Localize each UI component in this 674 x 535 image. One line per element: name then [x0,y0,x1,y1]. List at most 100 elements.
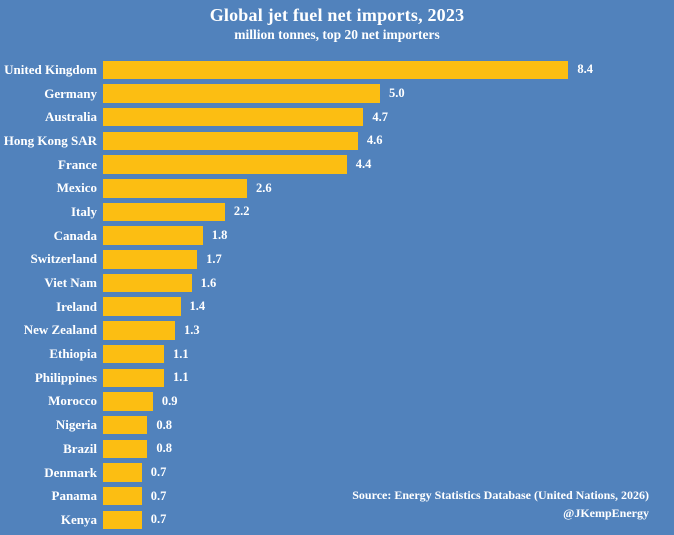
source-note: Source: Energy Statistics Database (Unit… [352,487,649,522]
bar-track: 1.7 [103,250,674,269]
value-label: 1.1 [172,346,189,361]
value-label: 0.8 [156,417,172,432]
bar-track: 0.8 [103,415,674,435]
value-label: 2.2 [233,204,250,219]
category-label: New Zealand [23,322,97,338]
bar-row: France 4.4 [0,153,674,177]
bar-row: Australia 4.7 [0,105,674,129]
value-label: 4.7 [372,109,388,124]
bar-track: 0.7 [103,510,674,530]
bar-track: 2.6 [103,179,674,198]
category-label: Philippines [34,369,97,385]
bar [103,321,176,340]
value-label: 0.7 [150,465,167,480]
category-label: Panama [51,488,98,504]
category-label: Hong Kong SAR [3,132,97,148]
bar [103,297,181,316]
category-label: Morocco [48,393,97,409]
bar-track: 0.7 [103,463,674,482]
category-label: Mexico [56,180,97,196]
bar-track: 1.3 [103,321,674,340]
bar-row: Mexico 2.6 [0,176,674,200]
bar-track: 0.9 [103,392,674,411]
bar [103,250,198,269]
value-label: 1.6 [200,275,217,290]
value-label: 1.7 [206,251,222,266]
bar [103,107,364,127]
bar-row: Italy 2.2 [0,200,674,224]
bar [103,226,203,245]
bar [103,344,164,364]
value-label: 4.4 [355,157,372,172]
bar-row: Viet Nam 1.6 [0,271,674,295]
chart-subtitle: million tonnes, top 20 net importers [234,27,440,42]
category-label: Kenya [60,511,97,527]
bar-row: United Kingdom 8.4 [0,58,674,82]
bar-track: 0.7 [103,486,674,506]
author-handle: @JKempEnergy [563,505,649,520]
category-label: Ireland [56,298,97,314]
bar [103,486,142,506]
category-label: Denmark [44,464,97,480]
bar-track: 8.4 [103,60,674,80]
bar-track: 5.0 [103,84,674,103]
bar-row: Kenya 0.7 [0,508,674,532]
category-label: Canada [53,227,97,243]
bar-track: 1.8 [103,226,674,245]
bar [103,131,358,151]
bar [103,368,164,388]
bar [103,60,569,80]
bar [103,273,192,293]
bar-row: Ethiopia 1.1 [0,342,674,366]
value-label: 1.8 [211,228,228,243]
bar [103,439,148,459]
chart-title: Global jet fuel net imports, 2023 [209,5,465,25]
bar-row: Canada 1.8 [0,224,674,248]
bar-row: Philippines 1.1 [0,366,674,390]
bar-row: Hong Kong SAR 4.6 [0,129,674,153]
bar-track: 1.1 [103,368,674,388]
value-label: 0.9 [161,393,178,408]
value-label: 1.1 [172,370,189,385]
bar-track: 1.4 [103,297,674,316]
source-line: Source: Energy Statistics Database (Unit… [352,488,649,503]
bar-row: Switzerland 1.7 [0,248,674,272]
category-label: United Kingdom [4,61,97,77]
category-label: Germany [44,85,97,101]
category-label: Nigeria [55,417,97,433]
category-label: Australia [45,109,97,125]
bar [103,510,142,530]
category-label: Switzerland [30,251,97,267]
category-label: Brazil [63,440,97,456]
bar-row: New Zealand 1.3 [0,319,674,343]
bar-track: 0.8 [103,439,674,459]
bar-track: 4.6 [103,131,674,151]
bar-row: Morocco 0.9 [0,390,674,414]
bar-track: 2.2 [103,202,674,222]
bar-track: 1.1 [103,344,674,364]
bar-row: Ireland 1.4 [0,295,674,319]
value-label: 1.4 [189,299,206,314]
bar [103,155,347,174]
value-label: 1.3 [184,322,200,337]
bar-row: Brazil 0.8 [0,437,674,461]
category-label: Ethiopia [49,346,97,362]
bar-row: Denmark 0.7 [0,461,674,485]
plot-area: United Kingdom 8.4 Germany 5.0 Australia 4.7 H… [0,58,674,532]
value-label: 0.7 [150,488,167,503]
value-label: 2.6 [256,180,272,195]
bar-track: 4.7 [103,107,674,127]
bar-track: 1.6 [103,273,674,293]
bar-row: Nigeria 0.8 [0,413,674,437]
bar [103,415,148,435]
value-label: 0.7 [150,512,167,527]
bar-track: 4.4 [103,155,674,174]
bar [103,202,225,222]
category-label: Italy [71,203,97,219]
bar [103,392,153,411]
bar-row: Panama 0.7 [0,484,674,508]
value-label: 4.6 [366,133,383,148]
bar-row: Germany 5.0 [0,82,674,106]
value-label: 5.0 [389,86,405,101]
